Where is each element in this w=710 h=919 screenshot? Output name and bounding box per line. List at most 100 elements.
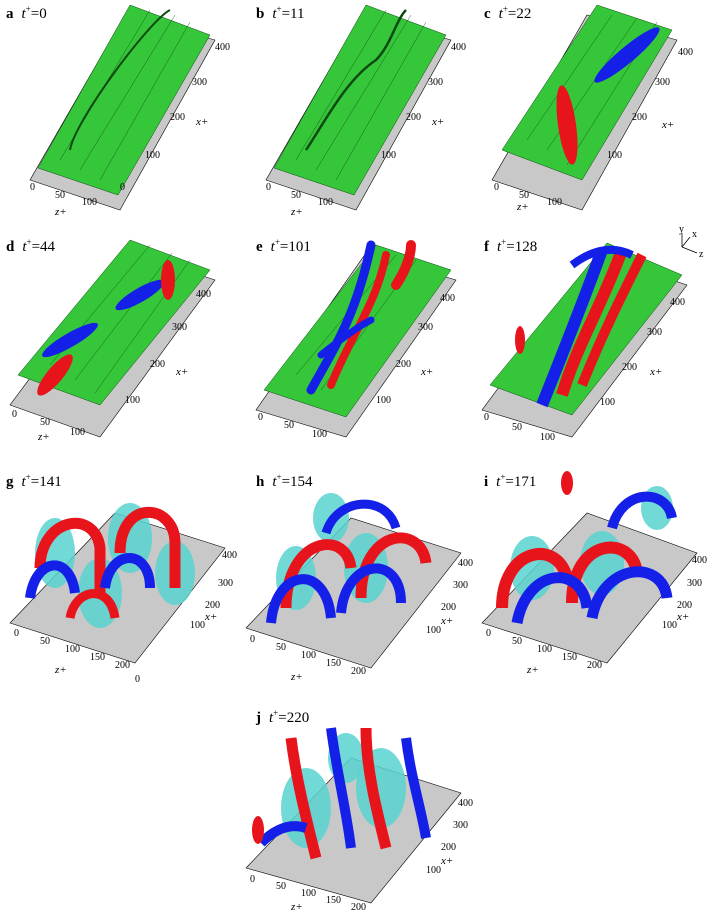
plot-a: 0 50 100 0 100 200 300 400 z+ x+ [29, 4, 230, 218]
svg-text:0: 0 [12, 409, 17, 420]
svg-text:y: y [679, 224, 684, 235]
svg-text:200: 200 [441, 842, 456, 853]
svg-text:300: 300 [418, 322, 433, 333]
svg-text:z+: z+ [526, 664, 539, 676]
svg-text:50: 50 [276, 881, 286, 892]
svg-text:400: 400 [440, 293, 455, 304]
svg-text:200: 200 [205, 600, 220, 611]
svg-text:0: 0 [120, 182, 125, 193]
panel-b: b t+=11 0 50 100 100 200 300 400 z+ x+ [236, 0, 472, 225]
svg-text:300: 300 [218, 578, 233, 589]
panel-c: c t+=22 0 50 100 100 200 300 400 z+ x+ [472, 0, 708, 225]
svg-text:100: 100 [607, 150, 622, 161]
plot-b: 0 50 100 100 200 300 400 z+ x+ [265, 4, 466, 218]
svg-text:200: 200 [587, 660, 602, 671]
svg-text:150: 150 [326, 658, 341, 669]
svg-text:200: 200 [396, 359, 411, 370]
svg-text:100: 100 [426, 865, 441, 876]
svg-text:z+: z+ [54, 664, 67, 676]
svg-text:z+: z+ [54, 206, 67, 218]
svg-text:200: 200 [406, 112, 421, 123]
svg-text:100: 100 [600, 397, 615, 408]
svg-text:z+: z+ [516, 201, 529, 213]
svg-text:x+: x+ [440, 855, 453, 867]
panel-g: g t+=141 0 50 100 150 200 0 100 200 300 4… [0, 458, 237, 688]
panel-i: i t+=171 0 50 100 150 200 100 200 300 400… [472, 458, 708, 688]
svg-text:50: 50 [284, 420, 294, 431]
svg-text:300: 300 [192, 77, 207, 88]
panel-label-e: e t+=101 [256, 237, 311, 255]
svg-text:400: 400 [458, 798, 473, 809]
panel-label-b: b t+=11 [256, 4, 305, 22]
svg-text:z: z [699, 249, 704, 260]
svg-text:100: 100 [70, 427, 85, 438]
svg-text:200: 200 [677, 600, 692, 611]
svg-text:0: 0 [486, 628, 491, 639]
svg-text:0: 0 [250, 634, 255, 645]
svg-text:300: 300 [453, 580, 468, 591]
svg-text:z+: z+ [290, 901, 303, 913]
svg-text:100: 100 [65, 644, 80, 655]
svg-text:x+: x+ [661, 119, 674, 131]
svg-text:100: 100 [312, 429, 327, 440]
svg-text:300: 300 [655, 77, 670, 88]
svg-text:100: 100 [537, 644, 552, 655]
svg-text:x+: x+ [649, 366, 662, 378]
svg-text:50: 50 [40, 417, 50, 428]
panel-a: a t+=0 0 50 100 0 100 200 300 400 z+ x+ [0, 0, 236, 225]
svg-text:200: 200 [632, 112, 647, 123]
svg-text:100: 100 [540, 432, 555, 443]
svg-text:300: 300 [453, 820, 468, 831]
panel-label-d: d t+=44 [6, 237, 56, 255]
svg-text:200: 200 [622, 362, 637, 373]
svg-text:50: 50 [276, 642, 286, 653]
panel-label-c: c t+=22 [484, 4, 532, 22]
svg-text:200: 200 [150, 359, 165, 370]
svg-text:100: 100 [301, 888, 316, 899]
panel-label-j: j t+=220 [256, 708, 310, 726]
svg-text:100: 100 [318, 197, 333, 208]
svg-text:0: 0 [14, 628, 19, 639]
panel-d: d t+=44 0 50 100 100 200 300 400 z+ x+ [0, 225, 236, 450]
svg-text:200: 200 [115, 660, 130, 671]
svg-text:x+: x+ [175, 366, 188, 378]
svg-text:100: 100 [190, 620, 205, 631]
svg-text:100: 100 [376, 395, 391, 406]
panel-label-i: i t+=171 [484, 472, 537, 490]
svg-text:50: 50 [40, 636, 50, 647]
svg-text:400: 400 [215, 42, 230, 53]
svg-text:150: 150 [562, 652, 577, 663]
orientation-icon: y x z [679, 224, 704, 260]
svg-text:100: 100 [145, 150, 160, 161]
svg-text:400: 400 [678, 47, 693, 58]
svg-text:100: 100 [301, 650, 316, 661]
plot-i: 0 50 100 150 200 100 200 300 400 z+ x+ [481, 471, 707, 676]
svg-text:x+: x+ [204, 611, 217, 623]
svg-text:300: 300 [687, 578, 702, 589]
svg-text:x+: x+ [195, 116, 208, 128]
panel-h: h t+=154 0 50 100 150 200 100 200 300 400… [236, 458, 473, 688]
svg-text:150: 150 [90, 652, 105, 663]
svg-text:50: 50 [512, 422, 522, 433]
plot-c: 0 50 100 100 200 300 400 z+ x+ [491, 4, 693, 213]
svg-text:50: 50 [55, 190, 65, 201]
svg-text:x+: x+ [420, 366, 433, 378]
svg-text:400: 400 [692, 555, 707, 566]
svg-text:0: 0 [258, 412, 263, 423]
panel-f: f t+=128 y x z 0 50 100 100 200 300 400 x… [472, 224, 708, 450]
svg-text:300: 300 [647, 327, 662, 338]
panel-label-a: a t+=0 [6, 4, 47, 22]
svg-text:0: 0 [30, 182, 35, 193]
svg-text:x+: x+ [431, 116, 444, 128]
svg-text:200: 200 [441, 602, 456, 613]
svg-text:0: 0 [484, 412, 489, 423]
svg-text:x: x [692, 229, 697, 240]
svg-text:100: 100 [125, 395, 140, 406]
svg-text:100: 100 [82, 197, 97, 208]
svg-text:50: 50 [519, 190, 529, 201]
panel-label-h: h t+=154 [256, 472, 313, 490]
svg-text:50: 50 [512, 636, 522, 647]
svg-text:z+: z+ [37, 431, 50, 443]
svg-text:300: 300 [428, 77, 443, 88]
svg-text:x+: x+ [440, 615, 453, 627]
